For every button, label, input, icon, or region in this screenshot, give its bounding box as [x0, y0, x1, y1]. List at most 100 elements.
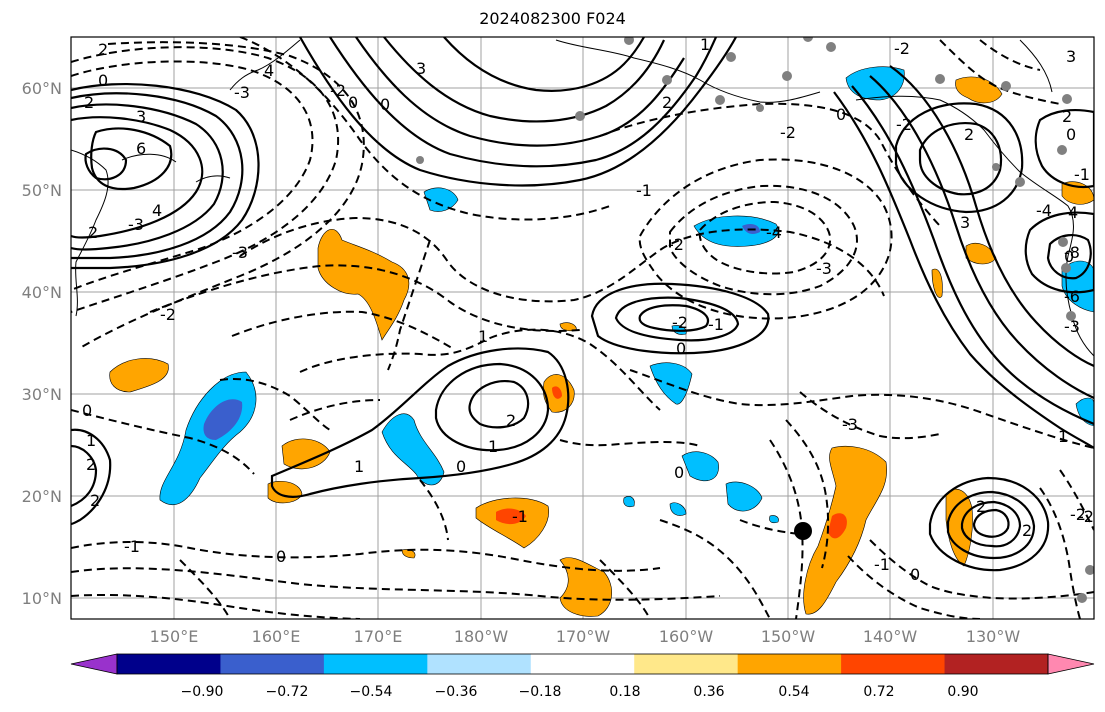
lon-tick-label: 180°W [454, 627, 509, 646]
contour-label: 0 [910, 565, 920, 584]
colorbar-segment [634, 654, 739, 674]
lat-tick-label: 40°N [22, 283, 62, 302]
contour-label: 2 [976, 497, 986, 516]
contour-label: 0 [98, 71, 108, 90]
contour-label: 2 [662, 93, 672, 112]
contours-negative [71, 37, 1094, 619]
storm-center-marker [794, 522, 812, 540]
contour-label: 0 [380, 95, 390, 114]
contour-label: 2 [1062, 107, 1072, 126]
colorbar-segment [427, 654, 532, 674]
contour-label: 1 [354, 457, 364, 476]
contour-label: 1 [1058, 427, 1068, 446]
colorbar-segment [737, 654, 842, 674]
lat-tick-label: 60°N [22, 79, 62, 98]
contour-label: -2 [160, 305, 176, 324]
colorbar-segment [117, 654, 221, 674]
contours-positive [71, 37, 1094, 572]
contour-label: -3 [842, 415, 858, 434]
contour-label: 2 [1022, 521, 1032, 540]
contour-label: 0 [836, 105, 846, 124]
colorbar-tick-label: 0.36 [693, 684, 724, 700]
contour-label: 0 [676, 339, 686, 358]
contour-label: 0 [348, 93, 358, 112]
contour-label: -3 [128, 215, 144, 234]
colorbar-tick-label: −0.54 [350, 684, 393, 700]
map-area: 2 0 2 3 6 4 2 4 -3 -2 -3 -2 0 3 0 2 1 0 … [71, 37, 1094, 619]
contour-label: -4 [1036, 201, 1052, 220]
colorbar-segment [530, 654, 635, 674]
colorbar-tick-label: −0.36 [435, 684, 478, 700]
contour-label: 4 [152, 201, 162, 220]
lon-tick-label: 160°W [659, 627, 714, 646]
colorbar-tick-label: −0.18 [519, 684, 562, 700]
contour-label: 0 [1064, 247, 1074, 266]
contour-label: -1 [636, 181, 652, 200]
contour-label: -1 [1074, 165, 1090, 184]
colorbar-tick-label: 0.18 [609, 684, 640, 700]
lat-tick-labels: 60°N 50°N 40°N 30°N 20°N 10°N [22, 79, 62, 608]
colorbar-extend-high [1047, 653, 1095, 675]
contour-label: 2 [88, 223, 98, 242]
contour-label: 4 [264, 61, 274, 80]
map-frame [70, 36, 1095, 620]
lon-tick-label: 140°W [863, 627, 918, 646]
lon-tick-label: 150°E [150, 627, 199, 646]
colorbar-tick-label: −0.90 [181, 684, 224, 700]
contour-label: -2 [780, 123, 796, 142]
contour-label: 6 [136, 139, 146, 158]
contour-label: -2 [1070, 505, 1086, 524]
contour-label: 2 [90, 491, 100, 510]
colorbar-segment [220, 654, 325, 674]
lon-tick-labels: 150°E 160°E 170°E 180°W 170°W 160°W 150°… [150, 627, 1021, 646]
contour-label: 3 [136, 107, 146, 126]
colorbar-segment [841, 654, 946, 674]
coastlines [71, 39, 1094, 357]
contour-label: -2 [668, 235, 684, 254]
contour-label: -2 [330, 81, 346, 100]
contour-label: 4 [1068, 203, 1078, 222]
colorbar-segment [944, 654, 1049, 674]
contour-label: 0 [82, 401, 92, 420]
contour-label: 3 [1066, 47, 1076, 66]
lon-tick-label: 170°E [354, 627, 403, 646]
contour-label: -4 [766, 223, 782, 242]
colorbar-tick-label: 0.72 [863, 684, 894, 700]
contour-label: -3 [232, 243, 248, 262]
colorbar-segments [117, 654, 1049, 674]
colorbar-tick-label: 0.90 [947, 684, 978, 700]
lon-tick-label: 170°W [556, 627, 611, 646]
contour-label: -2 [894, 39, 910, 58]
lat-tick-label: 20°N [22, 487, 62, 506]
contour-label: 2 [964, 125, 974, 144]
lat-tick-label: 30°N [22, 385, 62, 404]
contour-label: 2 [506, 411, 516, 430]
contour-label: -3 [816, 259, 832, 278]
contour-label: -1 [512, 507, 528, 526]
contour-label: -2 [1078, 507, 1094, 526]
contour-label: 0 [1066, 125, 1076, 144]
contour-label: 1 [488, 437, 498, 456]
contour-label: -2 [896, 115, 912, 134]
colorbar-tick-label: −0.72 [266, 684, 309, 700]
contour-label: -1 [708, 315, 724, 334]
lon-tick-label: 130°W [966, 627, 1021, 646]
colorbar-segment [323, 654, 428, 674]
lat-tick-label: 10°N [22, 589, 62, 608]
contour-label: -3 [1064, 317, 1080, 336]
contour-label: -1 [874, 555, 890, 574]
contour-label: 2 [84, 93, 94, 112]
contour-labels: 2 0 2 3 6 4 2 4 -3 -2 -3 -2 0 3 0 2 1 0 … [82, 37, 1094, 584]
contour-label: 1 [478, 327, 488, 346]
contour-label: -1 [124, 537, 140, 556]
contour-label: 2 [86, 455, 96, 474]
lon-tick-label: 160°E [252, 627, 301, 646]
contour-label: -8 [1064, 243, 1080, 262]
colorbar-tick-labels: −0.90 −0.72 −0.54 −0.36 −0.18 0.18 0.36 … [181, 684, 979, 700]
colorbar-frame [116, 653, 1049, 675]
contour-label: 0 [456, 457, 466, 476]
contour-label: 0 [276, 547, 286, 566]
contour-label: 0 [674, 463, 684, 482]
colorbar-extend-low [70, 653, 118, 675]
